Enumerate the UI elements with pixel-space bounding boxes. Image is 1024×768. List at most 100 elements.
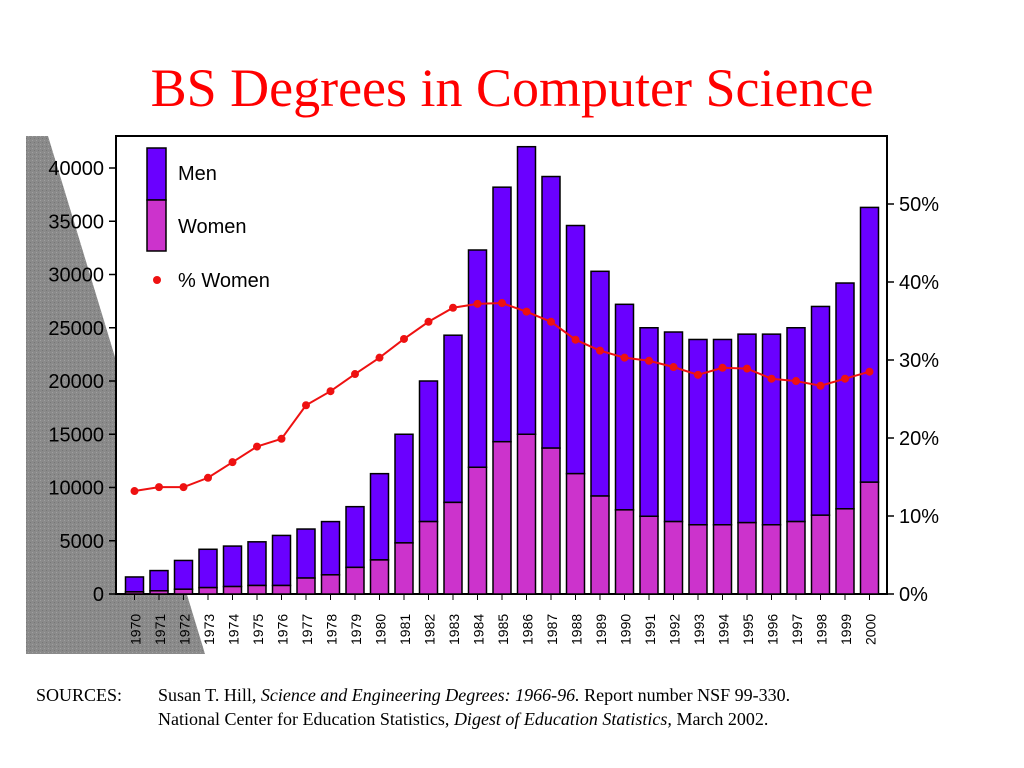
source-2-title: Digest of Education Statistics, bbox=[453, 709, 672, 729]
percent-women-point bbox=[669, 363, 678, 372]
source-1-report: Report number NSF 99-330. bbox=[579, 685, 791, 705]
x-tick-label: 1978 bbox=[324, 614, 340, 645]
bar-women bbox=[614, 509, 635, 595]
bar-men bbox=[737, 333, 757, 524]
bar-men bbox=[614, 303, 635, 511]
x-tick-label: 1974 bbox=[226, 614, 242, 645]
x-tick-label: 1980 bbox=[373, 614, 389, 645]
bar-men bbox=[516, 145, 537, 435]
bar-men bbox=[296, 528, 316, 579]
bar-women bbox=[810, 514, 831, 595]
bar-women bbox=[492, 440, 512, 595]
x-tick-label: 1977 bbox=[299, 614, 315, 645]
bar-women bbox=[712, 524, 733, 595]
legend-women-label: Women bbox=[178, 216, 247, 238]
percent-women-point bbox=[253, 442, 261, 451]
x-tick-label: 1982 bbox=[422, 614, 438, 645]
bar-men bbox=[345, 505, 365, 569]
y-right-tick-label: 10% bbox=[899, 506, 939, 528]
bar-women bbox=[222, 585, 243, 595]
legend-percent-women-label: % Women bbox=[178, 270, 270, 292]
bar-women bbox=[418, 520, 439, 595]
percent-women-point bbox=[155, 483, 163, 492]
y-right-tick-label: 20% bbox=[899, 428, 939, 450]
percent-women-point bbox=[816, 381, 825, 390]
percent-women-point bbox=[841, 374, 849, 383]
source-2-date: March 2002. bbox=[671, 709, 769, 729]
percent-women-point bbox=[865, 367, 874, 376]
percent-women-point bbox=[620, 353, 629, 362]
bar-women bbox=[394, 542, 414, 595]
percent-women-point bbox=[571, 335, 580, 344]
page-title: BS Degrees in Computer Science bbox=[150, 58, 874, 118]
x-tick-label: 1976 bbox=[275, 614, 291, 645]
percent-women-point bbox=[302, 401, 310, 410]
percent-women-point bbox=[694, 370, 702, 379]
y-right-tick-label: 30% bbox=[899, 350, 939, 372]
legend-men-label: Men bbox=[178, 163, 217, 185]
bar-women bbox=[639, 515, 659, 595]
x-tick-label: 1990 bbox=[618, 614, 634, 645]
x-tick-label: 1991 bbox=[642, 614, 658, 645]
x-tick-label: 1996 bbox=[765, 614, 781, 645]
percent-women-point bbox=[767, 374, 776, 383]
bar-men bbox=[590, 270, 610, 497]
percent-women-point bbox=[130, 487, 139, 496]
x-tick-label: 1987 bbox=[544, 614, 560, 645]
bar-men bbox=[835, 282, 855, 510]
bar-men bbox=[786, 327, 806, 523]
bar-women bbox=[737, 521, 757, 595]
bar-women bbox=[271, 584, 292, 595]
x-tick-label: 1973 bbox=[201, 614, 217, 645]
bar-men bbox=[198, 548, 218, 589]
bar-men bbox=[271, 534, 292, 587]
bar-men bbox=[467, 249, 488, 469]
bar-men bbox=[688, 338, 708, 526]
x-tick-label: 1975 bbox=[250, 614, 266, 645]
legend-men-swatch bbox=[146, 147, 167, 201]
bar-men bbox=[124, 576, 145, 593]
bar-women bbox=[859, 481, 880, 595]
source-1-title: Science and Engineering Degrees: 1966-96… bbox=[260, 685, 580, 705]
x-tick-label: 1988 bbox=[569, 614, 585, 645]
y-left-tick-label: 30000 bbox=[48, 265, 104, 287]
x-tick-label: 1994 bbox=[716, 614, 732, 645]
x-tick-label: 1970 bbox=[128, 614, 144, 645]
legend-percent-women-marker bbox=[153, 276, 161, 284]
y-right-tick-label: 40% bbox=[899, 272, 939, 294]
percent-women-point bbox=[400, 334, 408, 343]
bar-men bbox=[859, 206, 880, 483]
bar-women bbox=[516, 433, 537, 595]
percent-women-point bbox=[645, 356, 653, 365]
bar-men bbox=[443, 334, 463, 504]
y-left-tick-label: 0 bbox=[93, 584, 104, 606]
y-right-tick-label: 0% bbox=[899, 584, 928, 606]
y-left-tick-label: 5000 bbox=[60, 531, 105, 553]
percent-women-point bbox=[473, 299, 482, 308]
bar-men bbox=[810, 305, 831, 516]
bar-men bbox=[663, 331, 684, 523]
bar-men bbox=[173, 559, 194, 590]
percent-women-point bbox=[326, 387, 335, 396]
x-tick-label: 1985 bbox=[495, 614, 511, 645]
bar-men bbox=[247, 541, 267, 587]
percent-women-point bbox=[498, 299, 506, 308]
y-right-tick-label: 50% bbox=[899, 194, 939, 216]
x-tick-label: 2000 bbox=[863, 614, 879, 645]
bar-women bbox=[296, 577, 316, 595]
bar-men bbox=[565, 224, 586, 475]
chart: 0 5000 10000 15000 20000 25000 30000 35000 40000… bbox=[26, 135, 939, 654]
source-1-author: Susan T. Hill, bbox=[158, 685, 261, 705]
bar-men bbox=[541, 175, 561, 449]
x-tick-label: 1989 bbox=[593, 614, 609, 645]
percent-women-point bbox=[522, 307, 531, 316]
bar-women bbox=[786, 520, 806, 595]
x-tick-label: 1995 bbox=[740, 614, 756, 645]
percent-women-point bbox=[375, 353, 384, 362]
y-left-tick-label: 35000 bbox=[48, 211, 104, 233]
x-tick-label: 1983 bbox=[446, 614, 462, 645]
x-tick-label: 1972 bbox=[177, 614, 193, 645]
x-tick-label: 1971 bbox=[152, 614, 168, 645]
percent-women-point bbox=[228, 458, 237, 467]
percent-women-point bbox=[792, 377, 800, 386]
